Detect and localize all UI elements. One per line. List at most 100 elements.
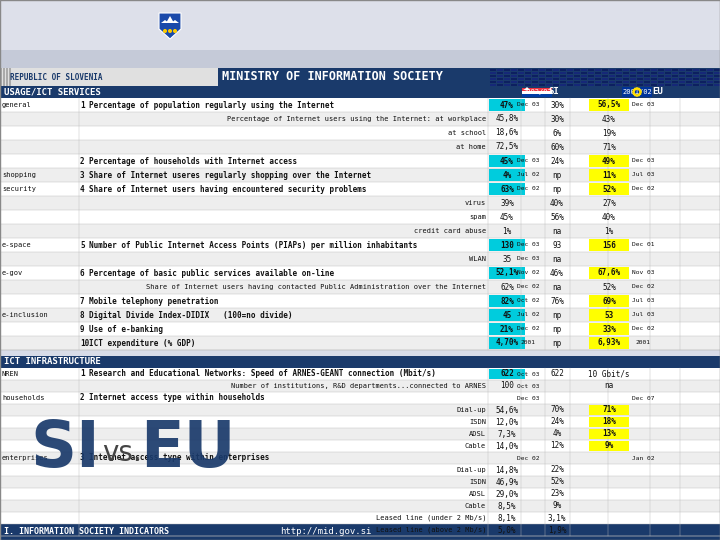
Bar — [707, 78, 713, 80]
Text: 1,9%: 1,9% — [548, 525, 566, 535]
Text: households: households — [2, 395, 45, 401]
Text: e-inclusion: e-inclusion — [2, 312, 49, 318]
Bar — [665, 75, 671, 77]
Bar — [616, 80, 622, 83]
Bar — [637, 69, 643, 71]
Bar — [651, 69, 657, 71]
Bar — [651, 75, 657, 77]
Text: Jul 02: Jul 02 — [517, 313, 539, 318]
Bar — [489, 169, 525, 181]
Bar — [707, 75, 713, 77]
Bar — [0, 350, 720, 356]
Bar — [520, 86, 570, 98]
Text: 35: 35 — [503, 254, 512, 264]
Bar — [686, 80, 692, 83]
Text: 39%: 39% — [500, 199, 514, 207]
Text: 93: 93 — [552, 240, 562, 249]
Bar — [0, 0, 720, 50]
Text: Dec 03: Dec 03 — [517, 242, 539, 247]
Text: vs.: vs. — [102, 439, 142, 467]
Bar — [546, 84, 552, 86]
Bar — [0, 524, 720, 540]
Bar — [707, 80, 713, 83]
Text: Internet access type within enterprises: Internet access type within enterprises — [89, 454, 269, 462]
Bar — [714, 84, 720, 86]
Text: na: na — [604, 381, 613, 390]
Bar — [595, 78, 601, 80]
Bar — [658, 75, 664, 77]
Bar — [546, 80, 552, 83]
Text: WLAN: WLAN — [469, 256, 486, 262]
Text: 8,1%: 8,1% — [498, 514, 516, 523]
Text: 156: 156 — [602, 240, 616, 249]
Bar — [489, 99, 525, 111]
Text: 60%: 60% — [550, 143, 564, 152]
Text: 1%: 1% — [503, 226, 512, 235]
Bar — [489, 239, 525, 251]
Text: 67,6%: 67,6% — [598, 268, 621, 278]
Text: Dial-up: Dial-up — [456, 407, 486, 413]
Text: SI: SI — [549, 87, 559, 97]
Bar — [686, 75, 692, 77]
Text: Dec 07: Dec 07 — [631, 395, 654, 401]
Bar — [616, 78, 622, 80]
Text: 2: 2 — [80, 157, 85, 165]
Text: 13%: 13% — [602, 429, 616, 438]
Bar — [504, 71, 510, 74]
Text: spam: spam — [469, 214, 486, 220]
Bar — [672, 69, 678, 71]
Bar — [679, 75, 685, 77]
Bar — [525, 71, 531, 74]
Text: 12%: 12% — [550, 442, 564, 450]
Text: 7,3%: 7,3% — [498, 429, 516, 438]
Text: 3,1%: 3,1% — [548, 514, 566, 523]
Text: 40%: 40% — [550, 199, 564, 207]
Text: np: np — [552, 185, 562, 193]
Text: na: na — [552, 226, 562, 235]
Bar — [700, 71, 706, 74]
Text: credit card abuse: credit card abuse — [414, 228, 486, 234]
Circle shape — [638, 94, 639, 96]
Bar — [0, 488, 720, 500]
Bar — [567, 78, 573, 80]
Bar — [0, 224, 720, 238]
Bar — [0, 524, 720, 536]
Bar — [525, 69, 531, 71]
Text: Cable: Cable — [464, 443, 486, 449]
Bar — [0, 238, 720, 252]
Bar — [0, 392, 720, 404]
Bar — [504, 84, 510, 86]
Bar — [0, 210, 720, 224]
Bar — [511, 80, 517, 83]
Bar — [574, 84, 580, 86]
Bar — [525, 75, 531, 77]
Bar — [489, 295, 525, 307]
Text: 46%: 46% — [550, 268, 564, 278]
Text: 19%: 19% — [602, 129, 616, 138]
Text: 1%: 1% — [604, 226, 613, 235]
Text: 23%: 23% — [550, 489, 564, 498]
Text: 4,70%: 4,70% — [495, 339, 518, 348]
Bar — [0, 452, 720, 464]
Bar — [595, 71, 601, 74]
Bar — [560, 69, 566, 71]
Bar — [567, 84, 573, 86]
Bar — [686, 71, 692, 74]
Text: Dec 03: Dec 03 — [517, 159, 539, 164]
Bar — [595, 80, 601, 83]
Text: 52%: 52% — [550, 477, 564, 487]
Bar — [489, 369, 525, 379]
Bar — [595, 75, 601, 77]
Text: Oct 03: Oct 03 — [517, 372, 539, 376]
Text: 52%: 52% — [602, 185, 616, 193]
Text: 4: 4 — [80, 185, 85, 193]
Text: MINISTRY OF INFORMATION SOCIETY: MINISTRY OF INFORMATION SOCIETY — [222, 71, 443, 84]
Bar — [0, 294, 720, 308]
Bar — [490, 75, 496, 77]
Text: Research and Educational Networks: Speed of ARNES-GEANT connection (Mbit/s): Research and Educational Networks: Speed… — [89, 369, 436, 379]
Bar — [700, 69, 706, 71]
Bar — [693, 80, 699, 83]
Polygon shape — [524, 87, 530, 90]
Bar — [0, 476, 720, 488]
Bar — [497, 69, 503, 71]
